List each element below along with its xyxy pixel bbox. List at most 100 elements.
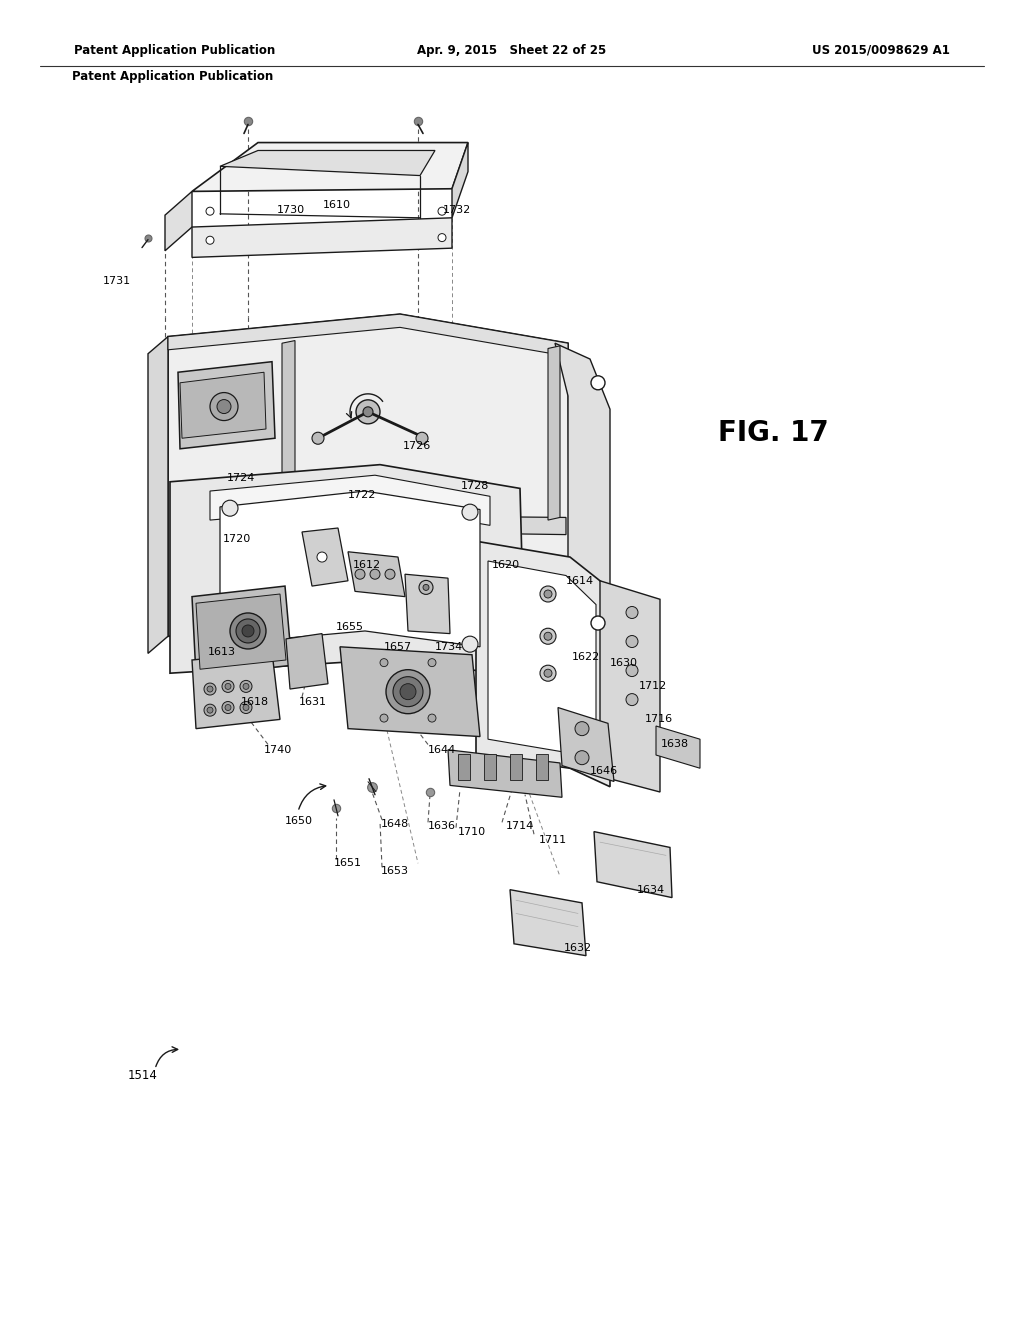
- Text: 1646: 1646: [590, 766, 617, 776]
- Text: 1620: 1620: [492, 560, 519, 570]
- Circle shape: [540, 628, 556, 644]
- Circle shape: [312, 432, 324, 445]
- Circle shape: [626, 693, 638, 706]
- Circle shape: [204, 704, 216, 717]
- Polygon shape: [178, 362, 275, 449]
- Text: 1731: 1731: [102, 276, 130, 286]
- Text: 1740: 1740: [264, 744, 293, 755]
- Polygon shape: [220, 491, 480, 647]
- Text: 1613: 1613: [208, 647, 236, 657]
- Polygon shape: [168, 314, 570, 640]
- Text: 1612: 1612: [353, 560, 381, 570]
- Text: Apr. 9, 2015   Sheet 22 of 25: Apr. 9, 2015 Sheet 22 of 25: [418, 44, 606, 57]
- Circle shape: [210, 392, 238, 421]
- Circle shape: [591, 616, 605, 630]
- Polygon shape: [600, 581, 660, 792]
- Circle shape: [222, 634, 238, 649]
- Text: 1630: 1630: [610, 657, 638, 668]
- Text: 1734: 1734: [435, 642, 464, 652]
- Polygon shape: [220, 150, 435, 176]
- Polygon shape: [452, 143, 468, 218]
- Circle shape: [416, 432, 428, 445]
- Circle shape: [591, 376, 605, 389]
- Polygon shape: [340, 647, 480, 737]
- Bar: [510, 754, 522, 780]
- Circle shape: [356, 400, 380, 424]
- Circle shape: [575, 722, 589, 735]
- Polygon shape: [282, 515, 566, 535]
- Text: 1720: 1720: [223, 533, 252, 544]
- Circle shape: [626, 635, 638, 648]
- Text: 1711: 1711: [539, 834, 566, 845]
- Circle shape: [242, 624, 254, 638]
- Circle shape: [243, 705, 249, 710]
- Text: 1634: 1634: [637, 884, 665, 895]
- Text: US 2015/0098629 A1: US 2015/0098629 A1: [812, 44, 950, 57]
- Circle shape: [207, 708, 213, 713]
- Polygon shape: [406, 574, 450, 634]
- Text: Patent Application Publication: Patent Application Publication: [72, 70, 273, 83]
- Circle shape: [419, 581, 433, 594]
- Circle shape: [393, 677, 423, 706]
- Text: 1614: 1614: [566, 576, 594, 586]
- Bar: [484, 754, 496, 780]
- Circle shape: [544, 632, 552, 640]
- Polygon shape: [193, 652, 280, 729]
- Text: 1622: 1622: [571, 652, 600, 663]
- Circle shape: [370, 569, 380, 579]
- Polygon shape: [168, 314, 568, 356]
- Text: 1650: 1650: [285, 816, 312, 826]
- Circle shape: [240, 680, 252, 693]
- Polygon shape: [510, 890, 586, 956]
- Polygon shape: [210, 475, 490, 525]
- Circle shape: [225, 684, 231, 689]
- Polygon shape: [449, 750, 562, 797]
- Text: 1724: 1724: [227, 473, 256, 483]
- Polygon shape: [555, 343, 610, 660]
- Circle shape: [544, 590, 552, 598]
- Text: 1648: 1648: [381, 818, 410, 829]
- Text: FIG. 17: FIG. 17: [718, 418, 828, 447]
- Circle shape: [230, 612, 266, 649]
- Circle shape: [222, 701, 234, 714]
- Text: 1638: 1638: [660, 739, 688, 750]
- Polygon shape: [180, 372, 266, 438]
- Text: 1636: 1636: [428, 821, 456, 832]
- Polygon shape: [170, 465, 525, 676]
- Circle shape: [222, 680, 234, 693]
- Circle shape: [540, 665, 556, 681]
- Circle shape: [222, 500, 238, 516]
- Circle shape: [240, 701, 252, 714]
- Circle shape: [540, 586, 556, 602]
- Polygon shape: [656, 726, 700, 768]
- Text: 1728: 1728: [461, 480, 489, 491]
- Text: 1716: 1716: [645, 714, 673, 725]
- Circle shape: [423, 585, 429, 590]
- Text: 1655: 1655: [336, 622, 364, 632]
- Polygon shape: [348, 552, 406, 597]
- Polygon shape: [148, 337, 168, 653]
- Circle shape: [206, 236, 214, 244]
- Bar: [536, 754, 548, 780]
- Circle shape: [626, 606, 638, 619]
- Circle shape: [362, 407, 373, 417]
- Text: 1631: 1631: [299, 697, 327, 708]
- Text: 1732: 1732: [442, 205, 471, 215]
- Text: 1657: 1657: [384, 642, 412, 652]
- Circle shape: [317, 552, 327, 562]
- Circle shape: [438, 207, 446, 215]
- Text: 1514: 1514: [128, 1069, 158, 1082]
- Text: 1730: 1730: [276, 205, 304, 215]
- Circle shape: [400, 684, 416, 700]
- Circle shape: [217, 400, 231, 413]
- Circle shape: [355, 569, 365, 579]
- Circle shape: [428, 659, 436, 667]
- Circle shape: [462, 636, 478, 652]
- Polygon shape: [488, 561, 596, 766]
- Circle shape: [428, 714, 436, 722]
- Text: 1726: 1726: [402, 441, 431, 451]
- Circle shape: [462, 504, 478, 520]
- Circle shape: [380, 714, 388, 722]
- Circle shape: [626, 664, 638, 677]
- Circle shape: [243, 684, 249, 689]
